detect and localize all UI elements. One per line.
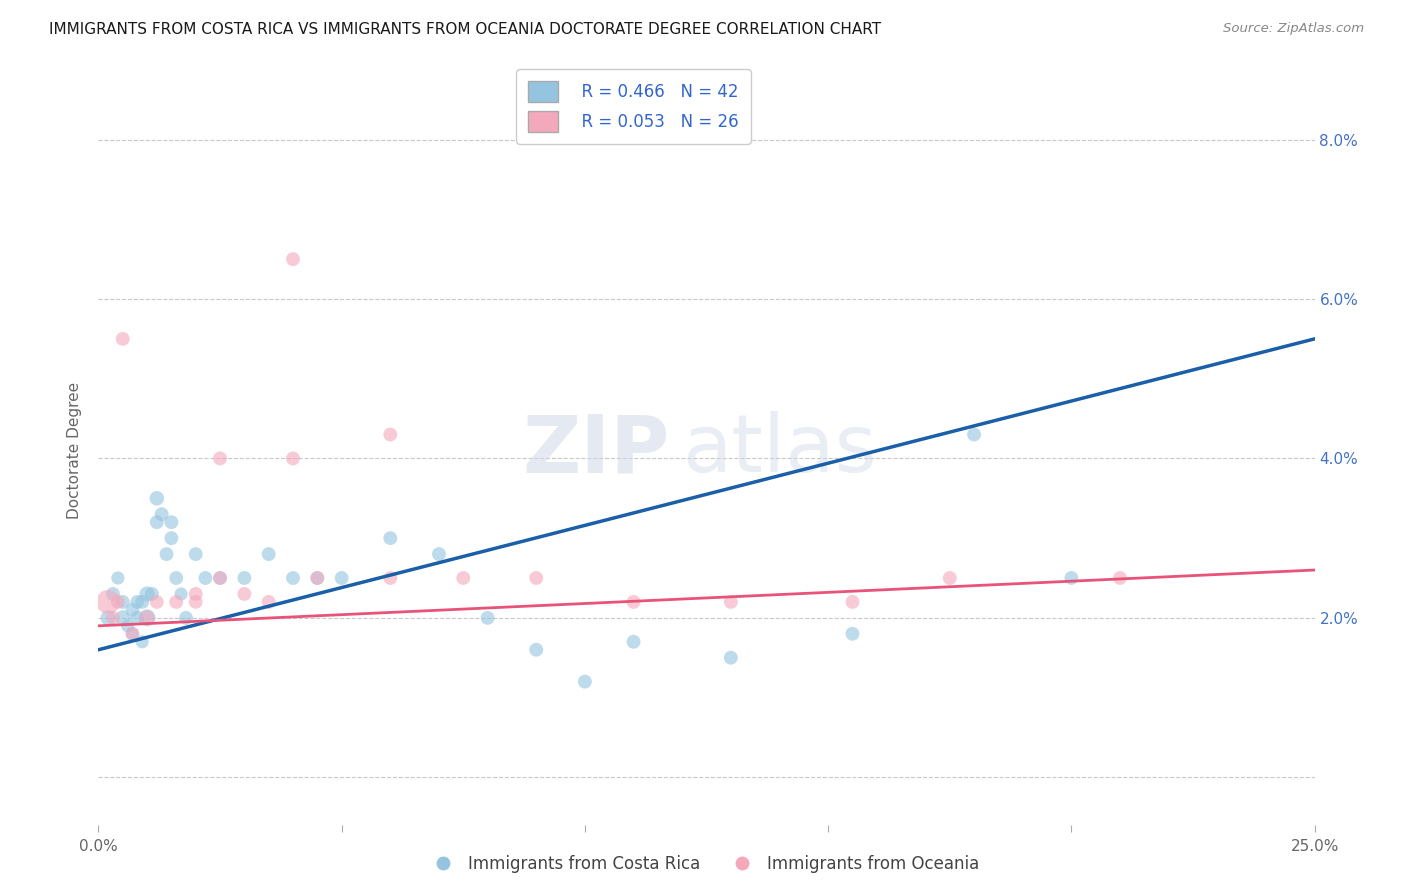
Point [107, 571, 129, 585]
Point [150, 507, 173, 521]
Point [477, 611, 499, 625]
Point [160, 531, 183, 545]
Point [1060, 571, 1083, 585]
Point [720, 650, 742, 665]
Point [307, 571, 329, 585]
Point [720, 595, 742, 609]
Legend:   R = 0.466   N = 42,   R = 0.053   N = 26: R = 0.466 N = 42, R = 0.053 N = 26 [516, 70, 751, 144]
Point [174, 611, 197, 625]
Point [155, 547, 177, 561]
Point [939, 571, 962, 585]
Text: IMMIGRANTS FROM COSTA RICA VS IMMIGRANTS FROM OCEANIA DOCTORATE DEGREE CORRELATI: IMMIGRANTS FROM COSTA RICA VS IMMIGRANTS… [49, 22, 882, 37]
Point [330, 571, 353, 585]
Point [111, 611, 134, 625]
Point [141, 587, 163, 601]
Point [121, 627, 143, 641]
Point [97, 595, 120, 609]
Point [257, 547, 280, 561]
Point [209, 571, 232, 585]
Point [524, 642, 547, 657]
Point [233, 587, 256, 601]
Point [841, 595, 863, 609]
Point [131, 595, 153, 609]
Point [136, 587, 159, 601]
Legend: Immigrants from Costa Rica, Immigrants from Oceania: Immigrants from Costa Rica, Immigrants f… [420, 848, 986, 880]
Point [184, 595, 207, 609]
Text: atlas: atlas [682, 411, 876, 490]
Point [127, 611, 149, 625]
Point [380, 571, 402, 585]
Point [127, 595, 149, 609]
Point [574, 674, 596, 689]
Point [165, 595, 187, 609]
Y-axis label: Doctorate Degree: Doctorate Degree [67, 382, 83, 519]
Point [101, 587, 124, 601]
Point [131, 634, 153, 648]
Text: ZIP: ZIP [523, 411, 671, 490]
Point [184, 547, 207, 561]
Point [170, 587, 193, 601]
Point [146, 515, 169, 529]
Point [165, 571, 187, 585]
Point [233, 571, 256, 585]
Point [101, 611, 124, 625]
Point [97, 611, 120, 625]
Point [257, 595, 280, 609]
Point [121, 603, 143, 617]
Point [524, 571, 547, 585]
Point [160, 515, 183, 529]
Point [107, 595, 129, 609]
Point [427, 547, 450, 561]
Point [623, 595, 645, 609]
Point [453, 571, 475, 585]
Point [111, 595, 134, 609]
Point [136, 611, 159, 625]
Point [111, 332, 134, 346]
Point [209, 571, 232, 585]
Point [380, 531, 402, 545]
Point [194, 571, 217, 585]
Point [281, 252, 304, 267]
Point [184, 587, 207, 601]
Point [146, 595, 169, 609]
Point [117, 619, 139, 633]
Point [121, 627, 143, 641]
Point [1109, 571, 1132, 585]
Point [841, 627, 863, 641]
Text: Source: ZipAtlas.com: Source: ZipAtlas.com [1223, 22, 1364, 36]
Point [380, 427, 402, 442]
Point [146, 491, 169, 506]
Point [623, 634, 645, 648]
Point [281, 571, 304, 585]
Point [281, 451, 304, 466]
Point [307, 571, 329, 585]
Point [136, 611, 159, 625]
Point [209, 451, 232, 466]
Point [963, 427, 986, 442]
